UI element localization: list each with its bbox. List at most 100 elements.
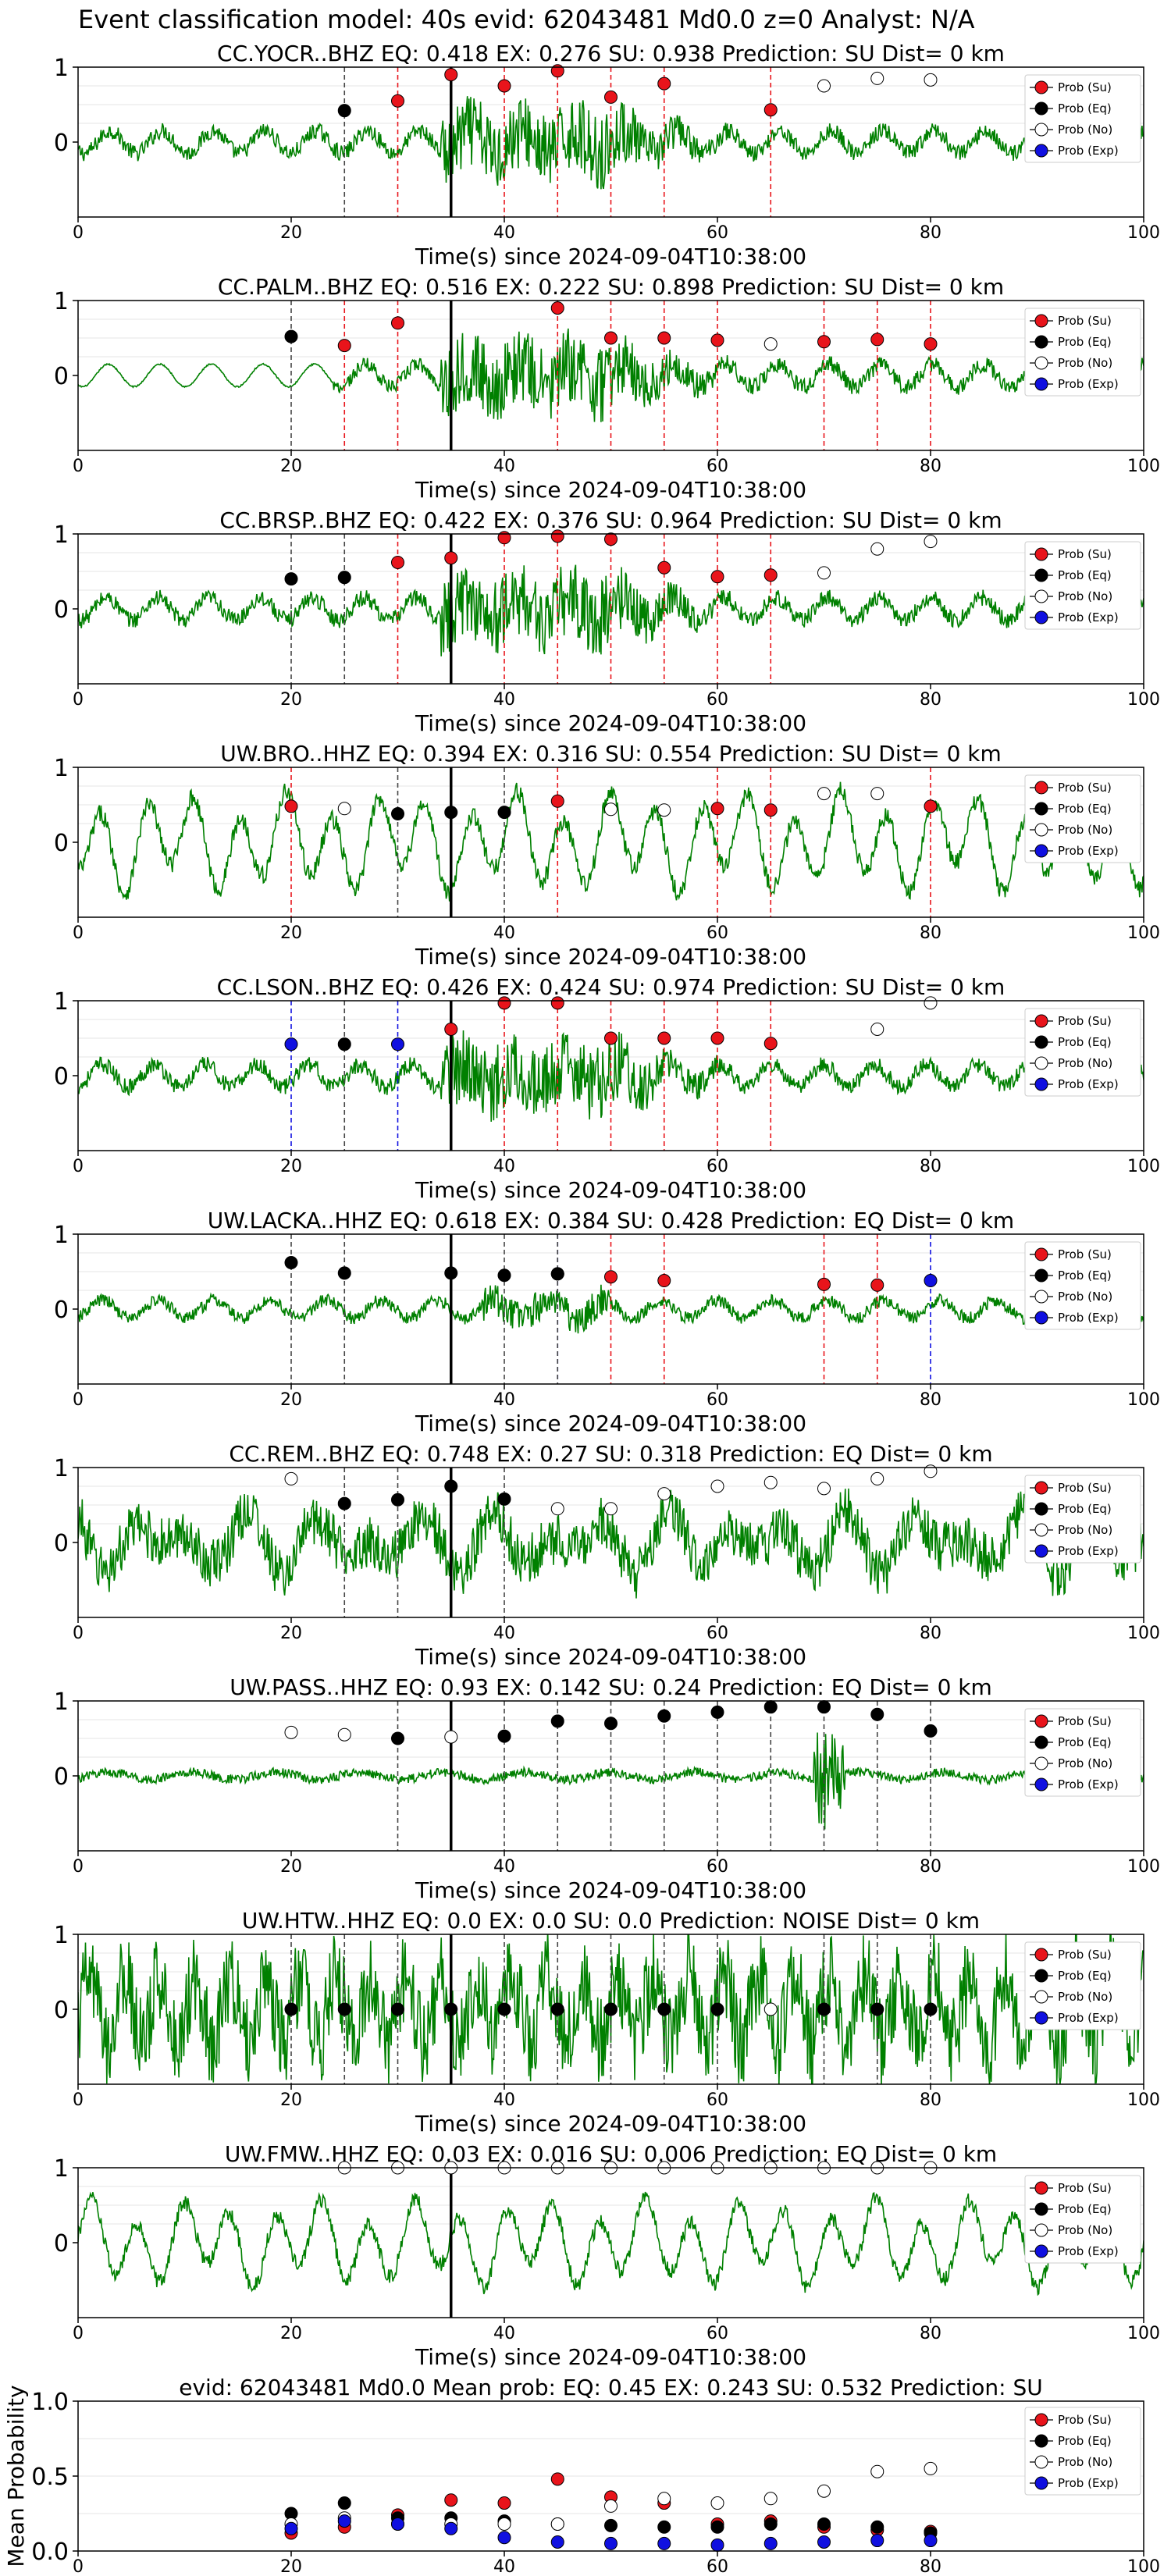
y-tick-label: 1 bbox=[54, 55, 69, 82]
subplot-title: UW.HTW..HHZ EQ: 0.0 EX: 0.0 SU: 0.0 Pred… bbox=[242, 1908, 980, 1934]
prob-marker-su bbox=[763, 103, 778, 117]
subplot-title: UW.BRO..HHZ EQ: 0.394 EX: 0.316 SU: 0.55… bbox=[220, 741, 1002, 767]
prob-marker-su bbox=[763, 568, 778, 582]
subplot-legend: Prob (Su) Prob (Eq) Prob (No) Prob (Exp) bbox=[1024, 308, 1141, 397]
prob-marker-no bbox=[763, 1475, 778, 1489]
mean-marker-exp bbox=[550, 2535, 564, 2549]
prob-marker-su bbox=[817, 1277, 831, 1291]
x-tick-label: 20 bbox=[280, 923, 302, 943]
subplot-legend-marker bbox=[1034, 1544, 1048, 1558]
prob-marker-no bbox=[710, 1479, 724, 1493]
prob-marker-su bbox=[550, 996, 564, 1010]
x-tick-label: 60 bbox=[707, 2557, 728, 2576]
subplot-legend: Prob (Su) Prob (Eq) Prob (No) Prob (Exp) bbox=[1024, 1708, 1141, 1797]
subplot-legend-box bbox=[1024, 2175, 1141, 2264]
prob-marker-exp bbox=[284, 1037, 298, 1051]
mean-marker-no bbox=[870, 2464, 884, 2478]
prob-marker-no bbox=[924, 73, 938, 87]
x-tick-label: 40 bbox=[493, 1857, 515, 1877]
prob-marker-eq bbox=[870, 2002, 884, 2016]
y-tick-label: 0 bbox=[54, 130, 69, 157]
subplot-title: CC.YOCR..BHZ EQ: 0.418 EX: 0.276 SU: 0.9… bbox=[217, 41, 1005, 66]
mean-marker-eq bbox=[817, 2517, 831, 2531]
mean-marker-no bbox=[763, 2492, 778, 2506]
subplot-legend-label: Prob (Eq) bbox=[1058, 2202, 1112, 2216]
prob-marker-eq bbox=[604, 1717, 618, 1731]
y-tick-label: 0.0 bbox=[31, 2539, 69, 2566]
subplot-legend-marker bbox=[1034, 1014, 1048, 1028]
y-tick-label: 1 bbox=[54, 2155, 69, 2183]
prob-marker-su bbox=[924, 337, 938, 351]
prob-marker-su bbox=[497, 79, 511, 93]
prob-marker-no bbox=[604, 1502, 618, 1516]
x-tick-label: 80 bbox=[920, 2557, 941, 2576]
x-tick-label: 60 bbox=[707, 1390, 728, 1410]
subplot-legend-label: Prob (Exp) bbox=[1058, 2244, 1119, 2258]
prob-marker-eq bbox=[284, 329, 298, 343]
prob-marker-eq bbox=[817, 2002, 831, 2016]
prob-marker-su bbox=[657, 76, 671, 91]
subplot-legend-label: Prob (No) bbox=[1058, 589, 1112, 603]
subplot-legend-marker bbox=[1034, 1523, 1048, 1537]
subplot-legend-marker bbox=[1034, 2011, 1048, 2025]
x-axis-label: Time(s) since 2024-09-04T10:38:00 bbox=[415, 2111, 806, 2137]
mean-marker-eq bbox=[870, 2520, 884, 2534]
subplot-legend-label: Prob (No) bbox=[1058, 1990, 1112, 2004]
subplot-legend-label: Prob (Exp) bbox=[1058, 144, 1119, 158]
y-tick-label: 0 bbox=[54, 1530, 69, 1557]
prob-marker-su bbox=[710, 802, 724, 816]
mean-marker-exp bbox=[924, 2534, 938, 2548]
subplot-legend-label: Prob (Exp) bbox=[1058, 844, 1119, 858]
subplot-legend-label: Prob (No) bbox=[1058, 2223, 1112, 2237]
y-tick-label: 1 bbox=[54, 1688, 69, 1716]
subplot-legend-box bbox=[1024, 541, 1141, 630]
subplot-legend-marker bbox=[1034, 2181, 1048, 2195]
mean-marker-no bbox=[497, 2517, 511, 2531]
x-tick-label: 0 bbox=[73, 1624, 84, 1643]
prob-marker-eq bbox=[444, 2002, 458, 2016]
mean-marker-exp bbox=[497, 2531, 511, 2545]
prob-marker-su bbox=[710, 333, 724, 347]
prob-marker-no bbox=[284, 1725, 298, 1739]
x-tick-label: 40 bbox=[493, 457, 515, 476]
subplot-legend-marker bbox=[1034, 823, 1048, 837]
prob-marker-no bbox=[657, 803, 671, 817]
prob-marker-su bbox=[604, 1270, 618, 1284]
y-tick-label: 0 bbox=[54, 1297, 69, 1324]
x-tick-label: 0 bbox=[73, 2324, 84, 2343]
x-tick-label: 40 bbox=[493, 923, 515, 943]
subplot-legend-marker bbox=[1034, 335, 1048, 349]
prob-marker-no bbox=[817, 566, 831, 580]
subplot-legend-box bbox=[1024, 1008, 1141, 1097]
prob-marker-su bbox=[710, 570, 724, 584]
prob-marker-eq bbox=[337, 1496, 351, 1510]
subplot-legend-label: Prob (Su) bbox=[1058, 781, 1112, 795]
subplot-legend-label: Prob (Eq) bbox=[1058, 335, 1112, 349]
x-tick-label: 0 bbox=[73, 1857, 84, 1877]
mean-title: evid: 62043481 Md0.0 Mean prob: EQ: 0.45… bbox=[179, 2375, 1043, 2400]
prob-marker-exp bbox=[924, 1274, 938, 1288]
subplot-8: UW.PASS..HHZ EQ: 0.93 EX: 0.142 SU: 0.24… bbox=[54, 1674, 1160, 1903]
subplot-legend-box bbox=[1024, 1941, 1141, 2030]
prob-marker-su bbox=[817, 335, 831, 349]
subplot-title: UW.LACKA..HHZ EQ: 0.618 EX: 0.384 SU: 0.… bbox=[208, 1208, 1014, 1233]
subplot-legend: Prob (Su) Prob (Eq) Prob (No) Prob (Exp) bbox=[1024, 774, 1141, 863]
mean-marker-no bbox=[710, 2496, 724, 2510]
mean-marker-su bbox=[444, 2493, 458, 2507]
subplot-legend-label: Prob (No) bbox=[1058, 1756, 1112, 1770]
prob-marker-eq bbox=[604, 2002, 618, 2016]
mean-marker-eq bbox=[604, 2518, 618, 2532]
prob-marker-no bbox=[604, 802, 618, 817]
mean-marker-exp bbox=[710, 2538, 724, 2552]
subplot-legend-marker bbox=[1034, 1969, 1048, 1983]
x-axis-label: Time(s) since 2024-09-04T10:38:00 bbox=[415, 1177, 806, 1203]
subplot-legend-label: Prob (No) bbox=[1058, 1523, 1112, 1537]
x-tick-label: 80 bbox=[920, 690, 941, 710]
subplot-legend-marker bbox=[1034, 1777, 1048, 1791]
subplot-legend-marker bbox=[1034, 144, 1048, 158]
mean-marker-exp bbox=[604, 2536, 618, 2550]
subplot-6: UW.LACKA..HHZ EQ: 0.618 EX: 0.384 SU: 0.… bbox=[54, 1208, 1160, 1436]
subplot-legend-label: Prob (No) bbox=[1058, 123, 1112, 137]
prob-marker-eq bbox=[337, 104, 351, 118]
subplot-1: CC.YOCR..BHZ EQ: 0.418 EX: 0.276 SU: 0.9… bbox=[54, 41, 1160, 269]
